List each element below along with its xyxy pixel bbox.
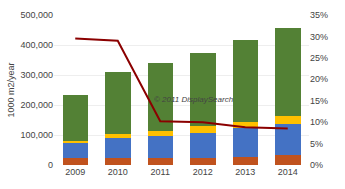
svg-text:1000 m2/year: 1000 m2/year [6, 62, 16, 117]
svg-text:5%: 5% [310, 139, 323, 149]
svg-text:2014: 2014 [278, 167, 298, 177]
svg-text:15%: 15% [310, 96, 328, 106]
svg-text:2012: 2012 [193, 167, 213, 177]
svg-text:500,000: 500,000 [20, 10, 53, 20]
svg-text:10%: 10% [310, 117, 328, 127]
svg-text:0: 0 [48, 160, 53, 170]
svg-text:300,000: 300,000 [20, 70, 53, 80]
svg-text:200,000: 200,000 [20, 100, 53, 110]
svg-text:2013: 2013 [235, 167, 255, 177]
svg-text:2009: 2009 [65, 167, 85, 177]
svg-text:30%: 30% [310, 32, 328, 42]
svg-text:25%: 25% [310, 53, 328, 63]
svg-text:400,000: 400,000 [20, 40, 53, 50]
svg-text:2010: 2010 [108, 167, 128, 177]
svg-text:2011: 2011 [151, 167, 170, 177]
svg-text:20%: 20% [310, 74, 328, 84]
svg-text:0%: 0% [310, 160, 323, 170]
svg-text:35%: 35% [310, 10, 328, 20]
svg-text:© 2011 DisplaySearch: © 2011 DisplaySearch [154, 95, 234, 104]
svg-text:100,000: 100,000 [20, 130, 53, 140]
